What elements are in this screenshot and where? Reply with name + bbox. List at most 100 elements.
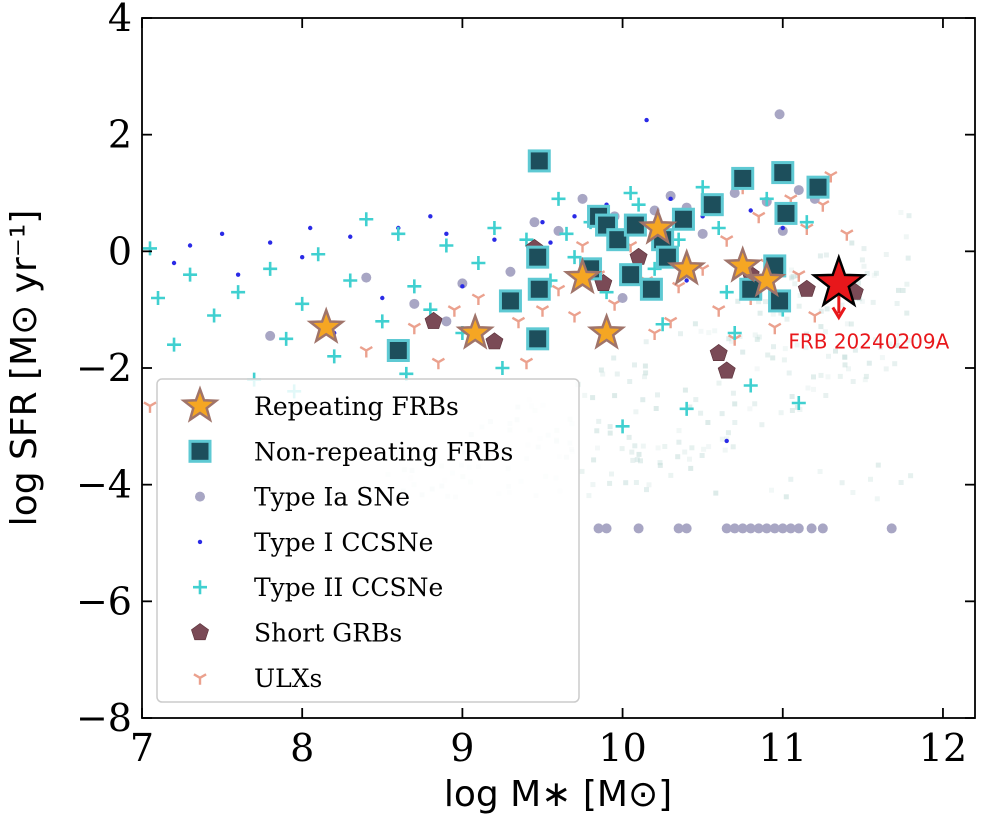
short-grbs-point xyxy=(424,311,443,329)
type-ii-ccsne-point xyxy=(727,326,742,340)
type-ii-ccsne-point xyxy=(519,232,534,247)
legend-marker-short-grbs xyxy=(191,623,209,641)
density-cell xyxy=(607,424,613,430)
type-ii-ccsne-point xyxy=(407,279,422,294)
density-cell xyxy=(892,361,898,367)
type-ii-ccsne-point xyxy=(567,250,582,265)
type-ii-ccsne-point xyxy=(487,221,502,235)
density-cell xyxy=(754,366,760,372)
density-cell xyxy=(823,252,829,258)
density-cell xyxy=(788,476,794,482)
ulxs-point xyxy=(792,270,806,282)
density-cell xyxy=(668,472,674,478)
density-cell xyxy=(842,354,848,360)
x-tick-label: 9 xyxy=(450,726,474,770)
short-grbs-point xyxy=(717,361,736,379)
type-i-ccsne-point xyxy=(644,117,649,123)
type-ii-ccsne-point xyxy=(343,273,358,288)
non-repeating-frbs-point xyxy=(623,213,647,237)
type-ia-sne-point xyxy=(697,228,708,239)
density-cell xyxy=(794,404,800,410)
non-repeating-frbs-point xyxy=(527,149,551,173)
density-cell xyxy=(719,411,725,417)
density-cell xyxy=(794,342,800,348)
density-cell xyxy=(638,458,643,464)
x-tick-label: 8 xyxy=(290,726,314,770)
non-repeating-frbs-point xyxy=(700,193,724,217)
ulxs-point xyxy=(647,328,662,341)
density-cell xyxy=(875,462,881,468)
y-axis: −8 −6 −4 −2 0 2 4 xyxy=(76,0,975,740)
density-cell xyxy=(866,360,872,366)
density-cell xyxy=(893,337,899,343)
density-cell xyxy=(759,422,765,428)
density-cell xyxy=(805,385,811,391)
non-repeating-frbs-point xyxy=(606,228,630,252)
density-cell xyxy=(817,253,823,259)
y-tick-label: 2 xyxy=(108,113,132,157)
density-cell xyxy=(712,328,718,334)
density-cell xyxy=(579,468,585,474)
ulxs-point xyxy=(511,316,526,329)
density-cell xyxy=(818,308,824,314)
density-cell xyxy=(873,270,879,276)
density-cell xyxy=(678,331,683,337)
density-cell xyxy=(735,298,741,304)
type-i-ccsne-point xyxy=(492,237,497,242)
density-cell xyxy=(627,379,633,384)
type-i-ccsne-point xyxy=(235,272,241,277)
y-tick-label: −8 xyxy=(76,696,132,740)
type-ia-sne-point xyxy=(886,523,897,534)
type-ia-sne-point xyxy=(505,266,516,277)
type-ia-sne-point xyxy=(817,523,828,534)
y-tick-label: −6 xyxy=(76,579,132,623)
density-cell xyxy=(756,334,762,340)
x-axis: 7 8 9 10 11 12 xyxy=(130,18,967,770)
type-ia-sne-point xyxy=(577,193,588,204)
legend-label-short-grbs: Short GRBs xyxy=(254,619,402,648)
density-cell xyxy=(783,494,789,500)
non-repeating-frbs-point xyxy=(774,201,798,225)
density-cell xyxy=(687,456,692,462)
density-cell xyxy=(590,482,596,488)
type-ia-sne-point xyxy=(785,523,796,534)
y-tick-label: −4 xyxy=(76,463,132,507)
density-cell xyxy=(850,379,856,384)
ulxs-point xyxy=(712,305,726,317)
upper-limit-arrowhead xyxy=(831,306,847,321)
density-cell xyxy=(849,240,855,246)
ulxs-point xyxy=(447,305,461,317)
frb-20240209a-label: FRB 20240209A xyxy=(788,329,949,353)
density-cell xyxy=(728,338,734,344)
legend-frame xyxy=(156,378,580,703)
repeating-frbs-point xyxy=(723,245,763,283)
density-cell xyxy=(822,329,828,335)
density-cell xyxy=(754,336,760,342)
type-ii-ccsne-point xyxy=(695,180,710,195)
type-ia-sne-point xyxy=(729,523,740,534)
density-cell xyxy=(643,370,649,376)
legend-marker-type-ii-ccsne xyxy=(193,580,207,595)
density-cell xyxy=(765,352,771,358)
density-cell xyxy=(778,410,784,416)
type-i-ccsne-point xyxy=(428,214,433,219)
density-cell xyxy=(855,280,861,286)
non-repeating-frbs-point xyxy=(527,277,551,301)
density-cell xyxy=(871,272,877,278)
density-cell xyxy=(747,406,753,412)
non-repeating-frbs-point xyxy=(731,166,755,190)
density-cell xyxy=(699,453,705,458)
type-ii-ccsne-point xyxy=(615,419,630,434)
density-cell xyxy=(590,395,596,401)
ulxs-point xyxy=(663,316,678,329)
non-repeating-frbs-point xyxy=(806,175,830,199)
density-cell xyxy=(682,449,688,455)
density-cell xyxy=(898,210,904,215)
density-cell xyxy=(609,471,614,477)
density-cell xyxy=(789,408,795,413)
density-cell xyxy=(811,386,816,392)
repeating-frbs-point xyxy=(455,312,495,350)
density-cell xyxy=(862,377,868,383)
density-cell xyxy=(908,473,914,479)
type-i-ccsne-point xyxy=(724,438,729,444)
